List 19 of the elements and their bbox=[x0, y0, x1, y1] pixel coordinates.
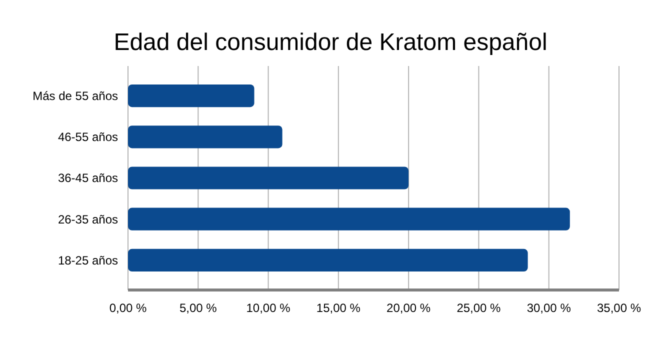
y-tick-label: 46-55 años bbox=[58, 130, 118, 144]
x-tick-label: 5,00 % bbox=[179, 301, 218, 315]
x-tick-label: 30,00 % bbox=[526, 301, 572, 315]
y-tick-label: 26-35 años bbox=[58, 212, 118, 226]
y-tick-label: 18-25 años bbox=[58, 253, 118, 268]
x-tick-label: 15,00 % bbox=[316, 301, 361, 315]
bar bbox=[128, 166, 409, 190]
x-tick-label: 0,00 % bbox=[109, 301, 148, 315]
bar bbox=[128, 248, 528, 272]
y-tick-label: 36-45 años bbox=[58, 171, 118, 186]
x-tick-label: 35,00 % bbox=[596, 301, 642, 315]
x-tick-label: 10,00 % bbox=[246, 301, 291, 315]
bar bbox=[128, 84, 254, 108]
chart-title: Edad del consumidor de Kratom español bbox=[114, 29, 548, 56]
x-tick-label: 20,00 % bbox=[386, 301, 431, 315]
bar bbox=[128, 208, 570, 230]
y-tick-label: Más de 55 años bbox=[32, 89, 118, 103]
bar bbox=[128, 126, 282, 148]
x-tick-label: 25,00 % bbox=[456, 301, 502, 315]
